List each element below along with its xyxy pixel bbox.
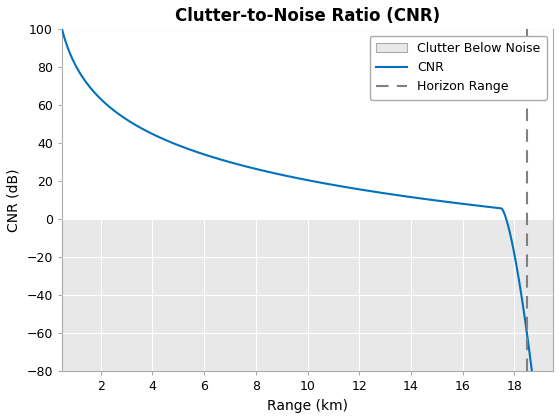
X-axis label: Range (km): Range (km) [267,399,348,413]
Title: Clutter-to-Noise Ratio (CNR): Clutter-to-Noise Ratio (CNR) [175,7,440,25]
Legend: Clutter Below Noise, CNR, Horizon Range: Clutter Below Noise, CNR, Horizon Range [370,36,547,100]
Y-axis label: CNR (dB): CNR (dB) [7,168,21,232]
Bar [62,29,553,219]
